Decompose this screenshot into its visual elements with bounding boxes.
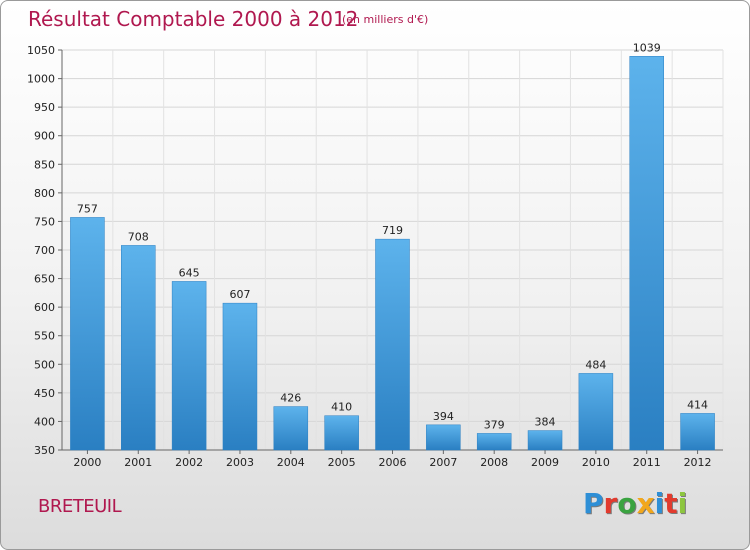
data-label: 645 — [179, 266, 200, 279]
logo-letter: o — [617, 487, 637, 520]
x-tick-label: 2010 — [582, 456, 610, 469]
proxiti-logo: Proxiti — [583, 487, 687, 520]
y-tick-label: 450 — [34, 387, 55, 400]
x-tick-label: 2012 — [684, 456, 712, 469]
data-label: 708 — [128, 230, 149, 243]
x-tick-label: 2000 — [73, 456, 101, 469]
bar — [578, 373, 614, 451]
y-tick-label: 1000 — [27, 73, 55, 86]
bar — [70, 217, 105, 451]
x-tick-label: 2004 — [277, 456, 305, 469]
x-tick-label: 2006 — [379, 456, 407, 469]
y-tick-label: 400 — [34, 415, 55, 428]
chart-title: Résultat Comptable 2000 à 2012 — [28, 7, 359, 31]
data-label: 757 — [77, 202, 98, 215]
bar — [324, 415, 359, 451]
y-tick-label: 550 — [34, 330, 55, 343]
data-label: 426 — [280, 392, 301, 405]
y-tick-label: 800 — [34, 187, 55, 200]
data-label: 379 — [484, 418, 505, 431]
x-tick-label: 2011 — [633, 456, 661, 469]
data-label: 719 — [382, 224, 403, 237]
data-label: 607 — [229, 288, 250, 301]
bar — [629, 56, 664, 451]
bar — [426, 424, 461, 451]
city-name: BRETEUIL — [38, 496, 122, 517]
x-tick-label: 2008 — [480, 456, 508, 469]
y-tick-label: 600 — [34, 301, 55, 314]
x-tick-label: 2009 — [531, 456, 559, 469]
x-tick-label: 2002 — [175, 456, 203, 469]
data-label: 484 — [585, 358, 606, 371]
bar — [375, 238, 410, 451]
chart-subtitle: (en milliers d'€) — [342, 13, 429, 26]
data-label: 384 — [535, 416, 556, 429]
y-tick-label: 700 — [34, 244, 55, 257]
bar — [121, 245, 156, 451]
data-label: 394 — [433, 410, 454, 423]
y-tick-label: 850 — [34, 158, 55, 171]
bar — [680, 413, 715, 451]
logo-letter: x — [636, 487, 655, 520]
bar — [527, 430, 563, 451]
y-tick-label: 500 — [34, 358, 55, 371]
y-tick-label: 950 — [34, 101, 55, 114]
bar — [171, 281, 207, 451]
logo-letter: t — [664, 487, 678, 520]
logo-letter: P — [583, 487, 604, 520]
bar — [222, 302, 258, 451]
x-tick-label: 2003 — [226, 456, 254, 469]
bar — [273, 406, 309, 451]
x-tick-label: 2001 — [124, 456, 152, 469]
y-tick-label: 1050 — [27, 44, 55, 57]
x-tick-label: 2005 — [328, 456, 356, 469]
data-label: 410 — [331, 401, 352, 414]
y-tick-label: 900 — [34, 130, 55, 143]
y-tick-label: 350 — [34, 444, 55, 457]
logo-letter: i — [677, 487, 688, 520]
logo-letter: r — [603, 487, 618, 520]
bar — [476, 433, 512, 451]
bars — [70, 56, 715, 451]
x-tick-label: 2007 — [429, 456, 457, 469]
y-tick-label: 650 — [34, 273, 55, 286]
logo-letter: i — [654, 487, 665, 520]
labels: 350 400 450 500 550 600 650 700 750 800 850 900 950 1… — [27, 41, 712, 469]
data-label: 1039 — [633, 41, 661, 54]
data-label: 414 — [687, 398, 708, 411]
y-tick-label: 750 — [34, 215, 55, 228]
